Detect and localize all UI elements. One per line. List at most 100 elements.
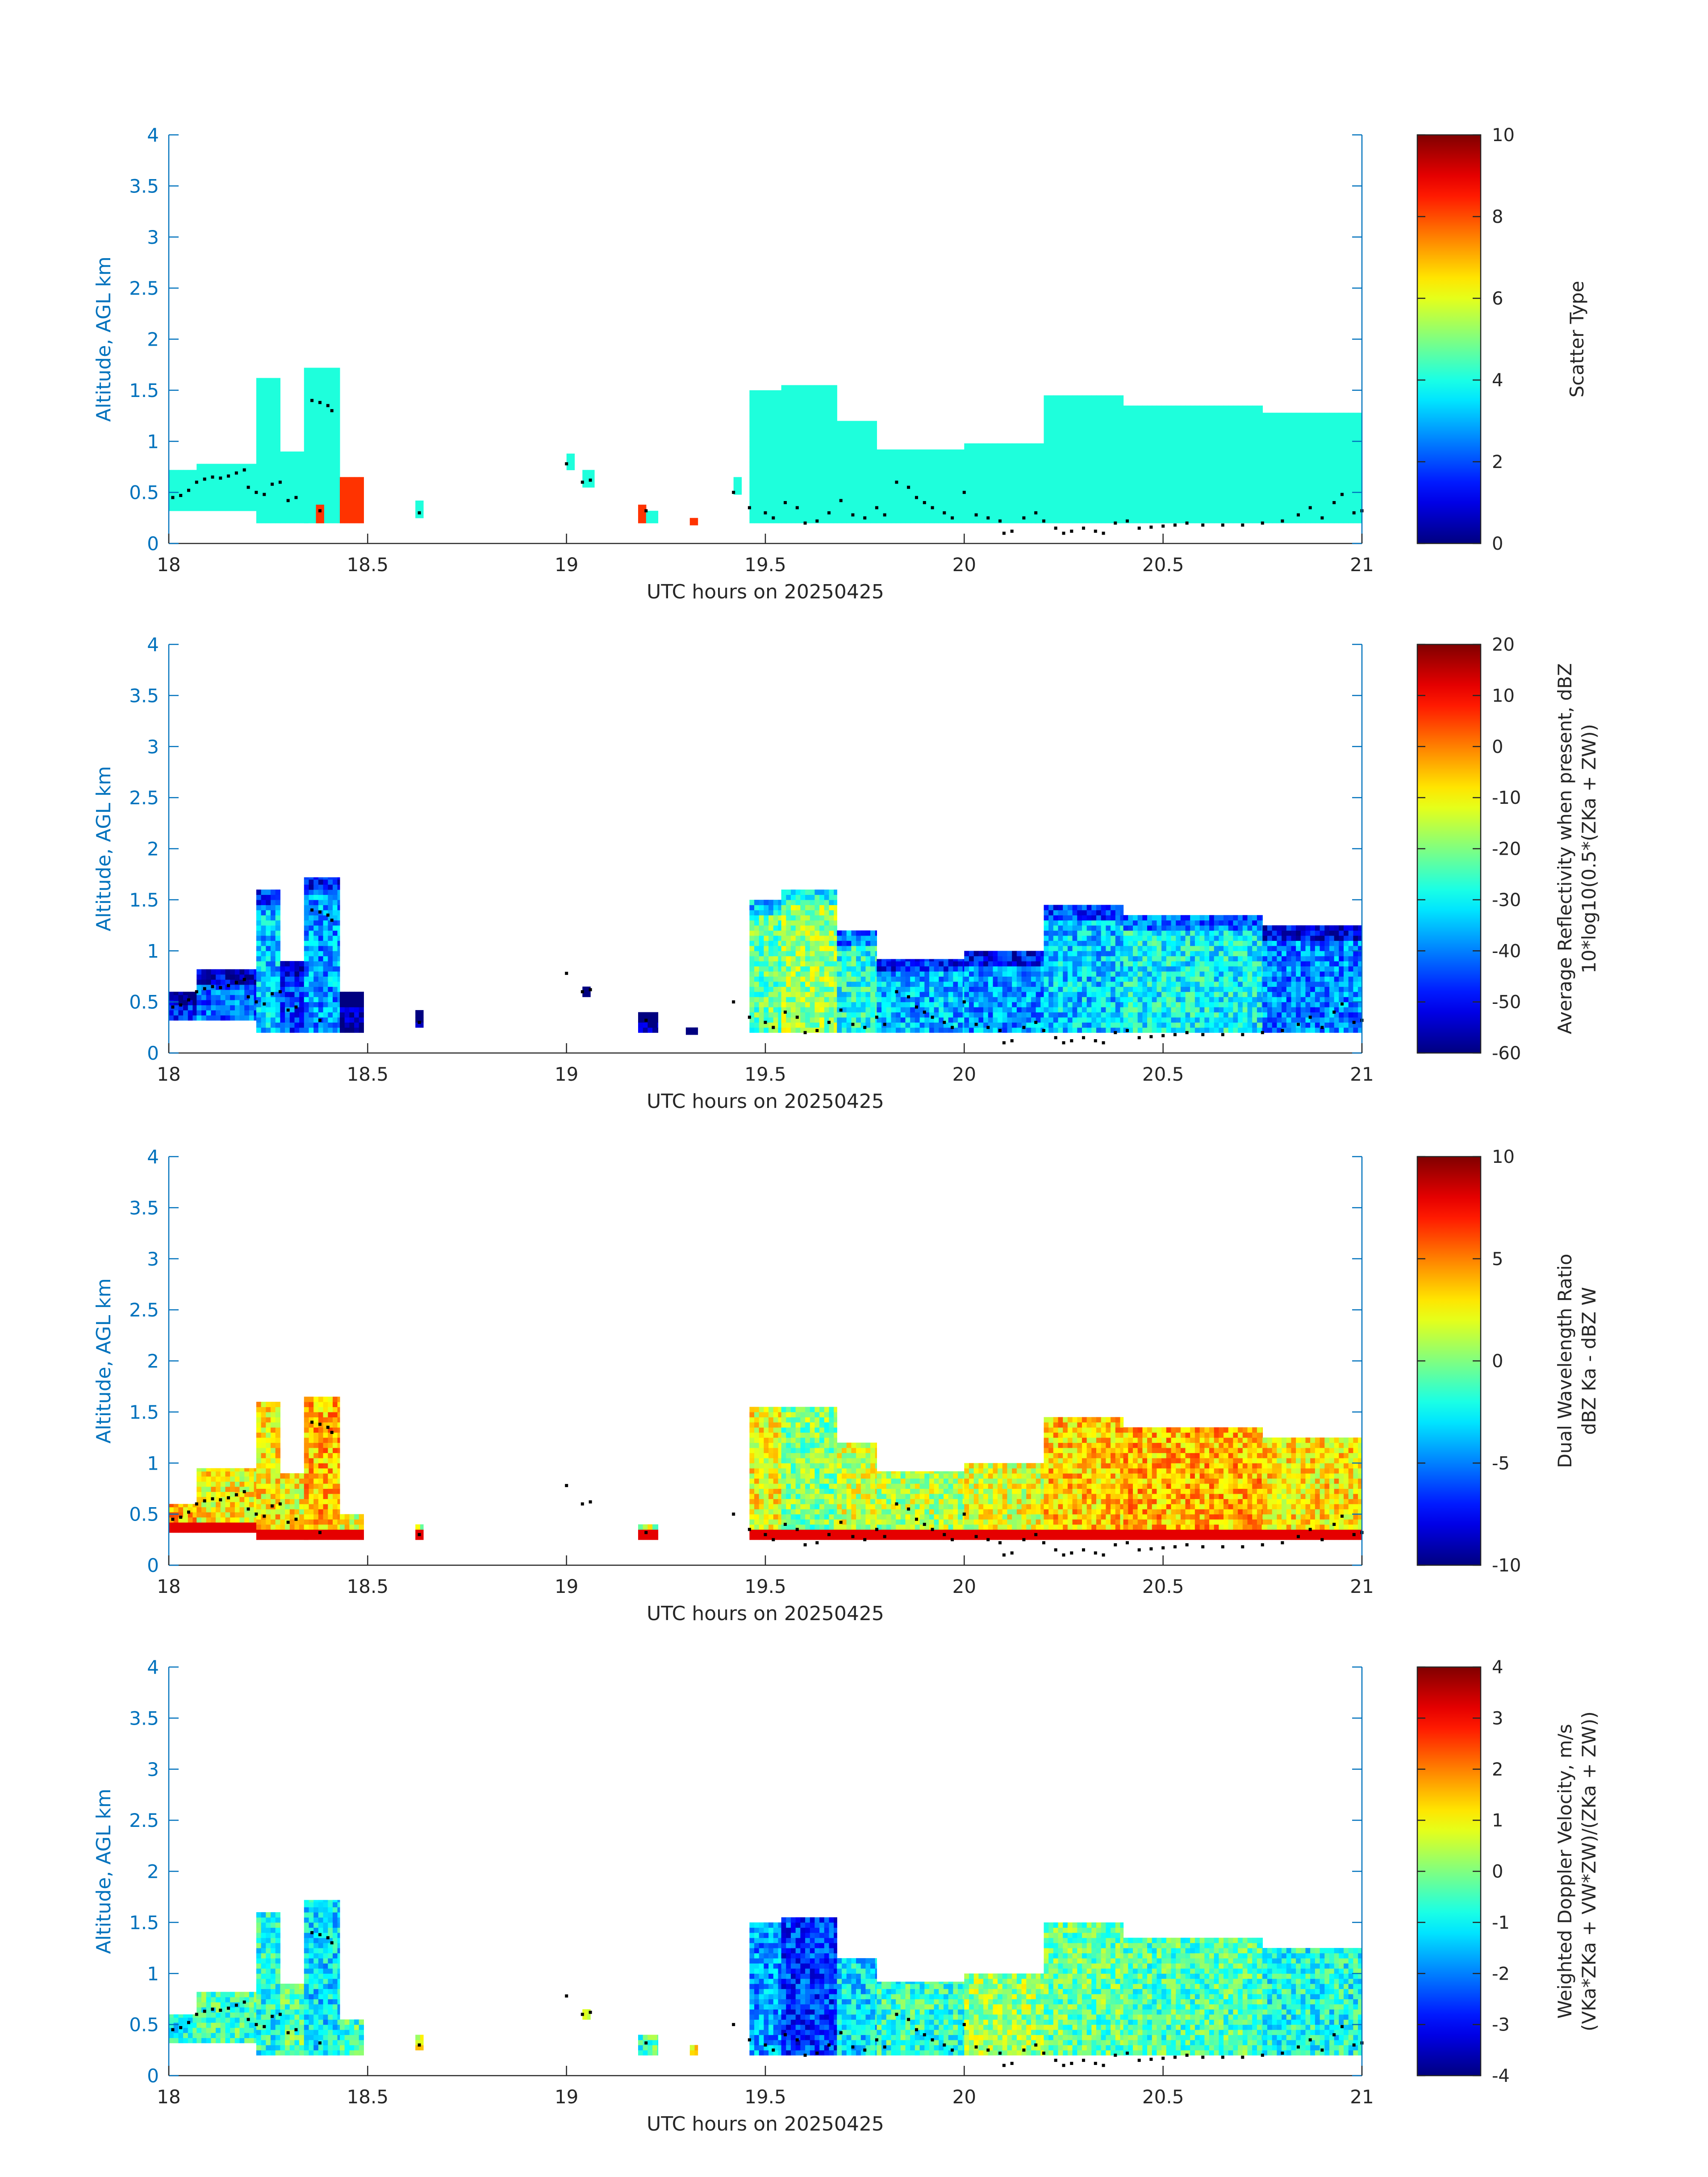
echo-cell xyxy=(800,441,806,447)
echo-cell xyxy=(781,492,786,498)
echo-cell xyxy=(754,492,760,498)
echo-cell xyxy=(1101,467,1106,472)
echo-cell xyxy=(1305,441,1311,447)
echo-cell xyxy=(915,507,920,513)
echo-cell xyxy=(749,477,755,483)
echo-cell xyxy=(1157,456,1162,462)
echo-cell xyxy=(1137,421,1143,426)
echo-cell xyxy=(1157,426,1162,431)
echo-cell xyxy=(1282,513,1287,518)
cloud-base-marker xyxy=(234,471,238,475)
echo-cell xyxy=(304,451,309,457)
echo-cell xyxy=(800,1007,806,1013)
echo-cell xyxy=(1209,467,1215,472)
echo-cell xyxy=(969,451,974,457)
echo-cell xyxy=(337,462,340,467)
echo-cell xyxy=(824,1007,830,1013)
echo-cell xyxy=(280,971,285,977)
echo-cell xyxy=(1286,482,1292,488)
echo-cell xyxy=(919,472,925,477)
echo-cell xyxy=(1324,502,1330,508)
echo-cell xyxy=(1067,507,1073,513)
echo-cell xyxy=(983,518,989,523)
echo-cell xyxy=(328,477,333,483)
echo-cell xyxy=(1190,467,1195,472)
echo-cell xyxy=(211,480,216,486)
echo-cell xyxy=(915,502,920,508)
echo-cell xyxy=(1353,451,1358,457)
echo-cell xyxy=(791,405,796,411)
echo-cell xyxy=(1353,441,1358,447)
echo-cell xyxy=(1296,441,1301,447)
echo-cell xyxy=(953,472,958,477)
echo-cell xyxy=(1247,507,1253,513)
echo-cell xyxy=(1072,497,1077,503)
echo-cell xyxy=(829,416,834,422)
echo-cell xyxy=(254,464,257,470)
echo-cell xyxy=(749,925,755,931)
echo-cell xyxy=(1106,502,1111,508)
echo-cell xyxy=(860,451,866,457)
echo-cell xyxy=(1101,431,1106,437)
echo-cell xyxy=(1261,477,1263,483)
echo-cell xyxy=(764,935,769,941)
echo-cell xyxy=(1106,405,1111,411)
echo-cell xyxy=(837,477,842,483)
echo-cell xyxy=(896,451,901,457)
echo-cell xyxy=(1305,421,1311,426)
echo-cell xyxy=(1339,518,1344,523)
echo-cell xyxy=(773,956,779,961)
echo-cell xyxy=(810,966,815,972)
echo-cell xyxy=(638,507,643,513)
echo-cell xyxy=(1353,513,1358,518)
echo-cell xyxy=(196,979,202,985)
echo-cell xyxy=(1166,502,1172,508)
echo-cell xyxy=(1344,482,1349,488)
echo-cell xyxy=(299,492,305,498)
echo-cell xyxy=(266,456,271,462)
echo-cell xyxy=(851,431,856,437)
echo-cell xyxy=(791,981,796,987)
echo-cell xyxy=(870,477,876,483)
echo-cell xyxy=(323,930,328,936)
echo-cell xyxy=(929,449,935,452)
echo-cell xyxy=(910,467,915,472)
echo-cell xyxy=(1086,467,1092,472)
echo-cell xyxy=(1257,467,1262,472)
echo-cell xyxy=(304,890,309,895)
echo-cell xyxy=(266,1002,271,1007)
echo-cell xyxy=(773,518,779,523)
echo-cell xyxy=(791,905,796,911)
echo-cell xyxy=(877,467,882,472)
echo-cell xyxy=(1242,507,1248,513)
echo-cell xyxy=(1128,431,1133,437)
echo-cell xyxy=(1329,518,1335,523)
echo-cell xyxy=(216,1005,221,1011)
echo-cell xyxy=(1247,513,1253,518)
echo-cell xyxy=(860,482,866,488)
echo-cell xyxy=(1031,472,1036,477)
echo-cell xyxy=(834,956,837,961)
echo-cell xyxy=(819,997,825,1003)
echo-cell xyxy=(309,502,314,508)
echo-cell xyxy=(1233,436,1238,442)
echo-cell xyxy=(261,940,266,946)
echo-cell xyxy=(196,994,202,1000)
echo-cell xyxy=(1252,436,1257,442)
echo-cell xyxy=(773,966,779,972)
echo-cell xyxy=(877,518,882,523)
echo-cell xyxy=(211,495,216,501)
echo-cell xyxy=(1247,497,1253,503)
echo-cell xyxy=(786,951,791,957)
echo-cell xyxy=(860,436,866,442)
echo-cell xyxy=(851,467,856,472)
echo-cell xyxy=(349,518,355,523)
echo-cell xyxy=(340,477,345,483)
echo-cell xyxy=(1224,410,1229,416)
echo-cell xyxy=(759,971,764,977)
echo-cell xyxy=(773,410,779,416)
echo-cell xyxy=(285,991,290,997)
echo-cell xyxy=(337,971,340,977)
echo-cell xyxy=(829,915,834,921)
echo-cell xyxy=(299,1007,305,1013)
